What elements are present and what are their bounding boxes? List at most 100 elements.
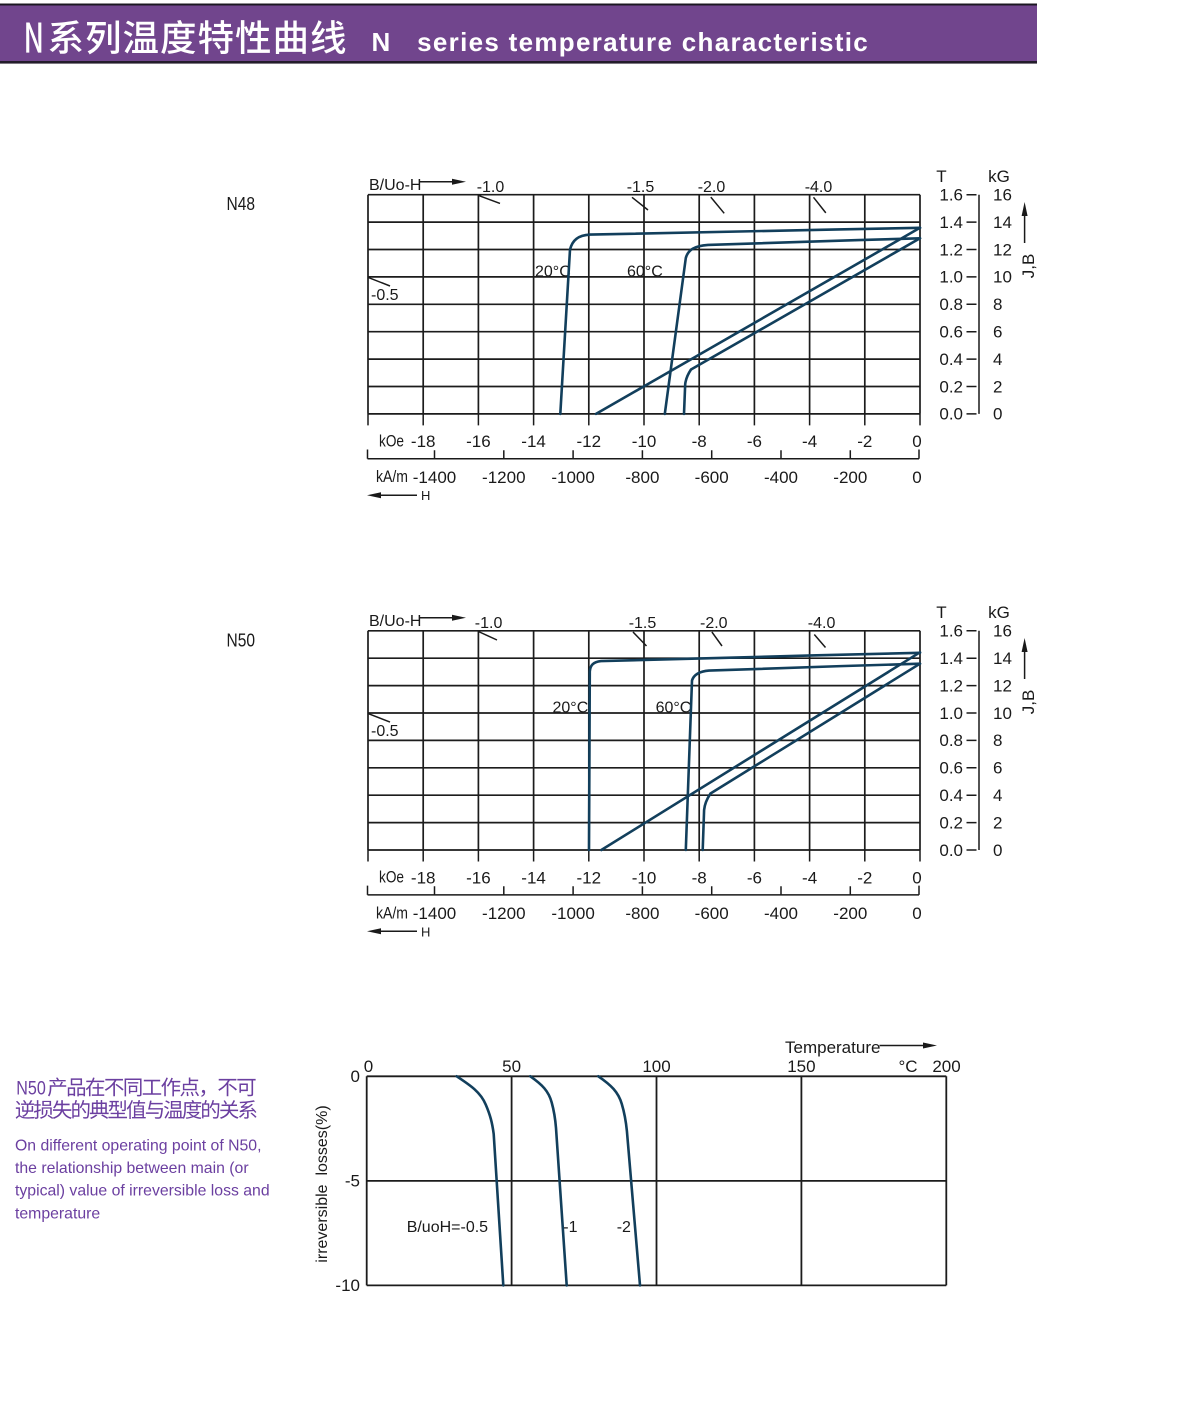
svg-text:-12: -12 [577, 432, 602, 451]
svg-text:kA/m: kA/m [376, 903, 408, 922]
svg-text:0.6: 0.6 [939, 759, 963, 778]
svg-text:J,B: J,B [1019, 690, 1038, 715]
svg-text:kG: kG [988, 603, 1010, 622]
svg-text:-1400: -1400 [413, 468, 456, 487]
svg-text:10: 10 [993, 268, 1012, 287]
svg-text:60°C: 60°C [627, 264, 663, 281]
svg-text:0.0: 0.0 [939, 841, 963, 860]
svg-text:N50: N50 [16, 1079, 46, 1100]
svg-text:-800: -800 [625, 468, 659, 487]
svg-text:-1.5: -1.5 [627, 179, 655, 196]
svg-text:-2: -2 [857, 432, 872, 451]
svg-text:H: H [421, 924, 430, 939]
svg-text:-4.0: -4.0 [805, 179, 833, 196]
svg-text:16: 16 [993, 186, 1012, 205]
svg-text:-400: -400 [764, 468, 798, 487]
svg-text:H: H [421, 488, 430, 503]
svg-text:100: 100 [642, 1057, 670, 1076]
svg-text:typical) value of irreversible: typical) value of irreversible loss and [15, 1183, 270, 1200]
svg-text:-400: -400 [764, 904, 798, 923]
svg-text:4: 4 [993, 350, 1002, 369]
svg-text:-200: -200 [833, 468, 867, 487]
svg-text:Temperature: Temperature [785, 1038, 880, 1057]
svg-text:J,B: J,B [1019, 254, 1038, 279]
svg-text:N series temperature charact: N series temperature characteristic [372, 27, 870, 57]
svg-text:-1200: -1200 [482, 904, 525, 923]
svg-text:0.0: 0.0 [939, 405, 963, 424]
svg-text:6: 6 [993, 759, 1002, 778]
svg-text:-800: -800 [625, 904, 659, 923]
svg-text:-6: -6 [747, 868, 762, 887]
svg-text:-200: -200 [833, 904, 867, 923]
svg-text:B/uoH=-0.5: B/uoH=-0.5 [407, 1219, 488, 1236]
svg-text:-16: -16 [466, 432, 491, 451]
svg-text:0: 0 [912, 432, 921, 451]
svg-text:20°C: 20°C [535, 264, 571, 281]
svg-text:60°C: 60°C [656, 700, 692, 717]
svg-text:N50: N50 [227, 630, 256, 650]
svg-text:T: T [936, 603, 946, 622]
svg-text:kOe: kOe [379, 868, 404, 887]
svg-text:-14: -14 [521, 432, 546, 451]
svg-text:1.2: 1.2 [939, 240, 963, 259]
svg-text:-1000: -1000 [551, 904, 594, 923]
svg-text:0.8: 0.8 [939, 731, 963, 750]
svg-text:-1.0: -1.0 [477, 179, 505, 196]
svg-text:1.0: 1.0 [939, 268, 963, 287]
svg-text:1.4: 1.4 [939, 213, 963, 232]
svg-text:12: 12 [993, 676, 1012, 695]
svg-text:-18: -18 [411, 868, 436, 887]
svg-text:0.4: 0.4 [939, 786, 963, 805]
svg-text:0: 0 [993, 405, 1002, 424]
svg-text:0: 0 [912, 904, 921, 923]
svg-text:1.4: 1.4 [939, 649, 963, 668]
svg-text:kA/m: kA/m [376, 467, 408, 486]
svg-text:-600: -600 [695, 468, 729, 487]
svg-text:1.2: 1.2 [939, 676, 963, 695]
svg-text:irreversible losses(%): irreversible losses(%) [314, 1105, 331, 1262]
svg-text:0.8: 0.8 [939, 295, 963, 314]
svg-text:16: 16 [993, 622, 1012, 641]
svg-text:-10: -10 [632, 868, 657, 887]
svg-text:On different operating point o: On different operating point of N50, [15, 1137, 261, 1154]
svg-text:12: 12 [993, 240, 1012, 259]
svg-text:2: 2 [993, 813, 1002, 832]
svg-text:°C: °C [898, 1057, 917, 1076]
svg-text:1.6: 1.6 [939, 622, 963, 641]
svg-text:14: 14 [993, 649, 1012, 668]
svg-text:6: 6 [993, 323, 1002, 342]
svg-text:-2: -2 [617, 1219, 631, 1236]
svg-text:0: 0 [364, 1057, 373, 1076]
svg-text:0.4: 0.4 [939, 350, 963, 369]
svg-text:-14: -14 [521, 868, 546, 887]
svg-text:10: 10 [993, 704, 1012, 723]
svg-text:-4: -4 [802, 432, 817, 451]
svg-text:-600: -600 [695, 904, 729, 923]
svg-text:-4: -4 [802, 868, 817, 887]
svg-text:-2: -2 [857, 868, 872, 887]
svg-text:50: 50 [502, 1057, 521, 1076]
svg-text:-5: -5 [345, 1172, 360, 1191]
svg-text:0: 0 [912, 468, 921, 487]
svg-text:-8: -8 [692, 868, 707, 887]
svg-text:-8: -8 [692, 432, 707, 451]
svg-text:-10: -10 [335, 1276, 360, 1295]
svg-text:0.2: 0.2 [939, 377, 963, 396]
svg-text:-12: -12 [577, 868, 602, 887]
svg-text:8: 8 [993, 295, 1002, 314]
svg-text:0.6: 0.6 [939, 323, 963, 342]
svg-text:the relationship between main: the relationship between main (or [15, 1160, 249, 1177]
svg-text:-1200: -1200 [482, 468, 525, 487]
svg-text:2: 2 [993, 377, 1002, 396]
svg-text:4: 4 [993, 786, 1002, 805]
svg-text:20°C: 20°C [553, 700, 589, 717]
svg-text:T: T [936, 167, 946, 186]
svg-text:200: 200 [932, 1057, 960, 1076]
svg-text:0: 0 [993, 841, 1002, 860]
svg-text:kG: kG [988, 167, 1010, 186]
svg-text:8: 8 [993, 731, 1002, 750]
svg-text:-1.5: -1.5 [629, 615, 657, 632]
svg-text:1.6: 1.6 [939, 186, 963, 205]
svg-text:temperature: temperature [15, 1205, 100, 1222]
svg-text:0: 0 [351, 1067, 360, 1086]
